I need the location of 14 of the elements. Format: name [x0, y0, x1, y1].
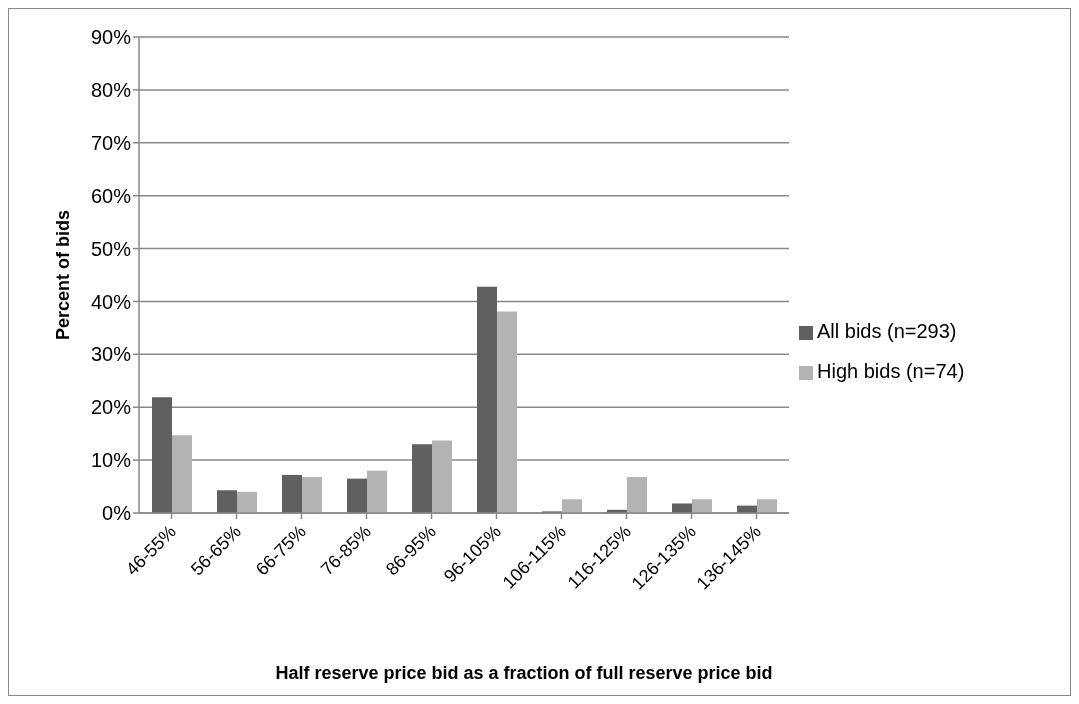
y-tick-label: 90% [90, 26, 132, 49]
y-tick-label: 50% [90, 237, 132, 260]
y-tick-label: 70% [90, 131, 132, 154]
legend-label: All bids (n=293) [817, 320, 957, 342]
y-tick-label: 30% [90, 343, 132, 366]
y-tick-label: 60% [90, 184, 132, 207]
y-tick-label: 20% [90, 396, 132, 419]
y-tick-label: 40% [90, 290, 132, 313]
y-axis-title: Percent of bids [53, 209, 73, 341]
y-tick-label: 0% [102, 502, 132, 525]
y-tick-label: 80% [90, 78, 132, 101]
y-tick-label: 10% [90, 449, 132, 472]
legend-label: High bids (n=74) [817, 360, 965, 382]
x-axis-title: Half reserve price bid as a fraction of full reserve price bid [275, 663, 773, 683]
